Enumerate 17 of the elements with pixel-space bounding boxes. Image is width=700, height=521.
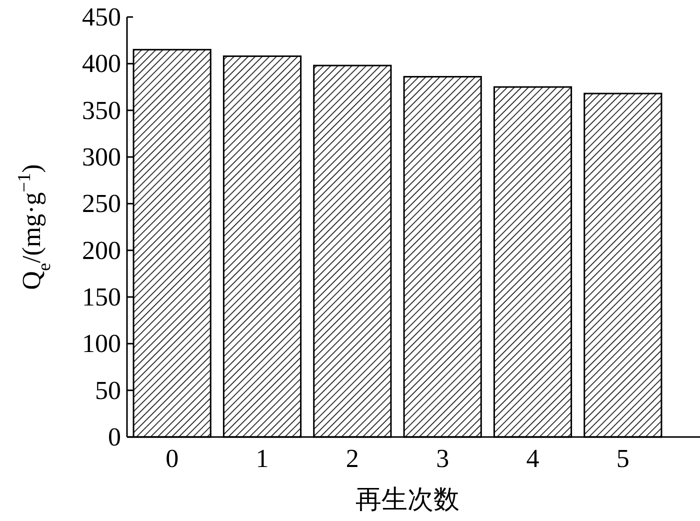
y-tick-label: 450 (82, 2, 121, 32)
x-tick-label: 0 (166, 444, 179, 473)
y-tick-label: 400 (82, 49, 121, 78)
x-tick-label: 3 (436, 444, 450, 473)
y-tick-label: 200 (82, 236, 121, 265)
x-tick-label: 4 (526, 444, 540, 473)
y-tick-label: 300 (82, 142, 121, 172)
x-tick-label: 1 (256, 444, 269, 473)
y-tick-label: 0 (108, 422, 121, 452)
y-tick-label: 350 (82, 96, 121, 125)
x-axis-title: 再生次数 (356, 485, 460, 514)
y-tick-label: 150 (82, 282, 121, 312)
y-tick-label: 100 (82, 329, 121, 358)
y-tick-label: 50 (95, 376, 121, 405)
x-tick-label: 2 (346, 444, 359, 473)
x-tick-label: 5 (616, 444, 630, 473)
y-tick-label: 250 (82, 189, 121, 218)
